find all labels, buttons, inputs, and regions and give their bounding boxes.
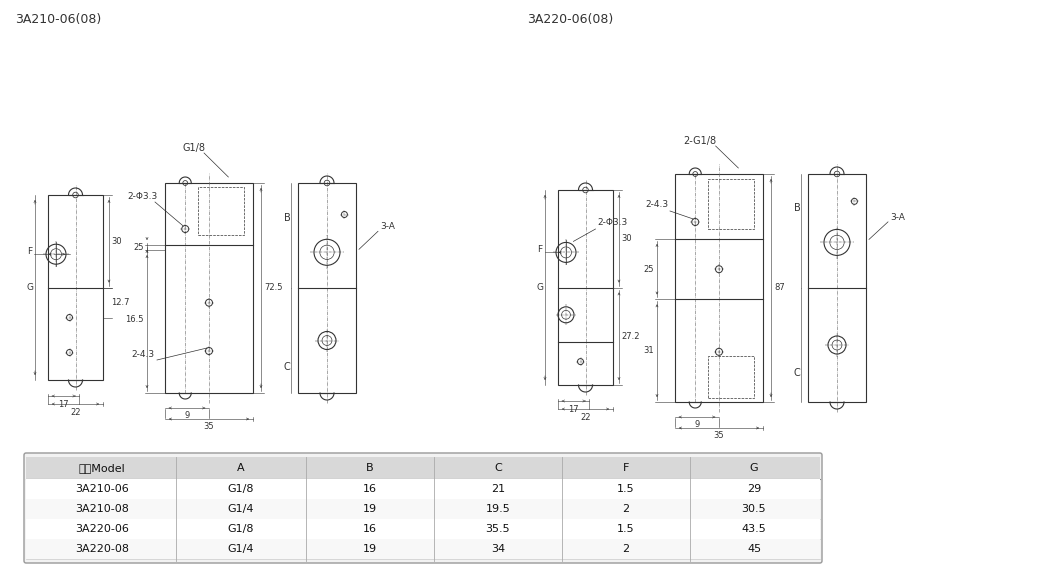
Text: 2-G1/8: 2-G1/8 xyxy=(683,136,717,146)
Text: 35: 35 xyxy=(714,431,724,440)
Text: G1/4: G1/4 xyxy=(228,504,254,514)
Text: 16: 16 xyxy=(363,484,377,494)
Text: 16.5: 16.5 xyxy=(125,315,144,324)
Bar xyxy=(808,174,866,402)
Text: 35.5: 35.5 xyxy=(486,524,510,534)
Bar xyxy=(675,174,763,402)
Text: B: B xyxy=(284,213,290,223)
Bar xyxy=(708,356,755,398)
Bar xyxy=(26,457,820,479)
Text: 12.7: 12.7 xyxy=(111,298,130,307)
Text: 45: 45 xyxy=(747,544,761,554)
Text: 87: 87 xyxy=(774,284,785,292)
Text: 17: 17 xyxy=(58,400,69,409)
Text: 2-Φ3.3: 2-Φ3.3 xyxy=(598,218,628,227)
Text: 22: 22 xyxy=(581,413,590,422)
Text: 19: 19 xyxy=(363,504,377,514)
Text: G: G xyxy=(536,283,544,292)
Text: C: C xyxy=(794,369,800,378)
Text: G1/8: G1/8 xyxy=(228,484,254,494)
Bar xyxy=(26,479,820,499)
Text: 2: 2 xyxy=(623,544,629,554)
Text: B: B xyxy=(794,203,800,213)
Text: 3A210-06: 3A210-06 xyxy=(75,484,129,494)
Bar xyxy=(48,195,103,380)
Text: 21: 21 xyxy=(491,484,505,494)
Text: 2-Φ3.3: 2-Φ3.3 xyxy=(126,192,157,201)
Text: B: B xyxy=(366,463,374,473)
Bar xyxy=(165,183,253,393)
Text: 22: 22 xyxy=(71,408,81,417)
Text: 31: 31 xyxy=(643,346,653,355)
Bar xyxy=(26,499,820,519)
Text: 34: 34 xyxy=(491,544,505,554)
Text: 2-4.3: 2-4.3 xyxy=(645,200,668,209)
Text: 30.5: 30.5 xyxy=(742,504,766,514)
Text: C: C xyxy=(494,463,502,473)
Text: 3A220-06: 3A220-06 xyxy=(75,524,129,534)
Text: 27.2: 27.2 xyxy=(621,332,640,340)
Text: 25: 25 xyxy=(134,243,144,252)
Text: 19.5: 19.5 xyxy=(486,504,510,514)
Text: 9: 9 xyxy=(695,420,700,429)
Text: C: C xyxy=(284,362,290,371)
Text: F: F xyxy=(623,463,629,473)
Text: 35: 35 xyxy=(203,422,214,431)
Text: 3A210-08: 3A210-08 xyxy=(75,504,129,514)
Text: G1/4: G1/4 xyxy=(228,544,254,554)
Bar xyxy=(298,183,356,393)
Text: 1.5: 1.5 xyxy=(618,524,635,534)
Text: 2-4.3: 2-4.3 xyxy=(132,350,155,359)
Text: G1/8: G1/8 xyxy=(182,143,206,153)
Bar xyxy=(708,179,755,229)
Text: 30: 30 xyxy=(621,234,631,243)
Bar xyxy=(558,190,613,385)
Bar xyxy=(26,519,820,539)
Text: 3-A: 3-A xyxy=(380,222,395,231)
Text: 16: 16 xyxy=(363,524,377,534)
Text: 25: 25 xyxy=(644,264,653,274)
Bar xyxy=(26,539,820,559)
Text: F: F xyxy=(538,245,543,254)
Text: 3A210-06(08): 3A210-06(08) xyxy=(15,13,101,26)
Text: 1.5: 1.5 xyxy=(618,484,635,494)
Text: G: G xyxy=(26,283,34,292)
Text: A: A xyxy=(237,463,245,473)
Text: 43.5: 43.5 xyxy=(742,524,766,534)
Text: F: F xyxy=(27,247,33,256)
Text: 19: 19 xyxy=(363,544,377,554)
FancyBboxPatch shape xyxy=(24,453,822,563)
Text: 3A220-08: 3A220-08 xyxy=(75,544,129,554)
Text: 型号Model: 型号Model xyxy=(79,463,125,473)
Text: 30: 30 xyxy=(111,237,121,246)
Text: 9: 9 xyxy=(184,411,190,420)
Text: 3A220-06(08): 3A220-06(08) xyxy=(527,13,613,26)
Bar xyxy=(198,187,245,235)
Text: 72.5: 72.5 xyxy=(264,284,282,292)
Text: G: G xyxy=(749,463,758,473)
Text: 3-A: 3-A xyxy=(890,212,905,222)
Text: 2: 2 xyxy=(623,504,629,514)
Text: 29: 29 xyxy=(747,484,761,494)
Text: G1/8: G1/8 xyxy=(228,524,254,534)
Text: 17: 17 xyxy=(568,405,579,414)
